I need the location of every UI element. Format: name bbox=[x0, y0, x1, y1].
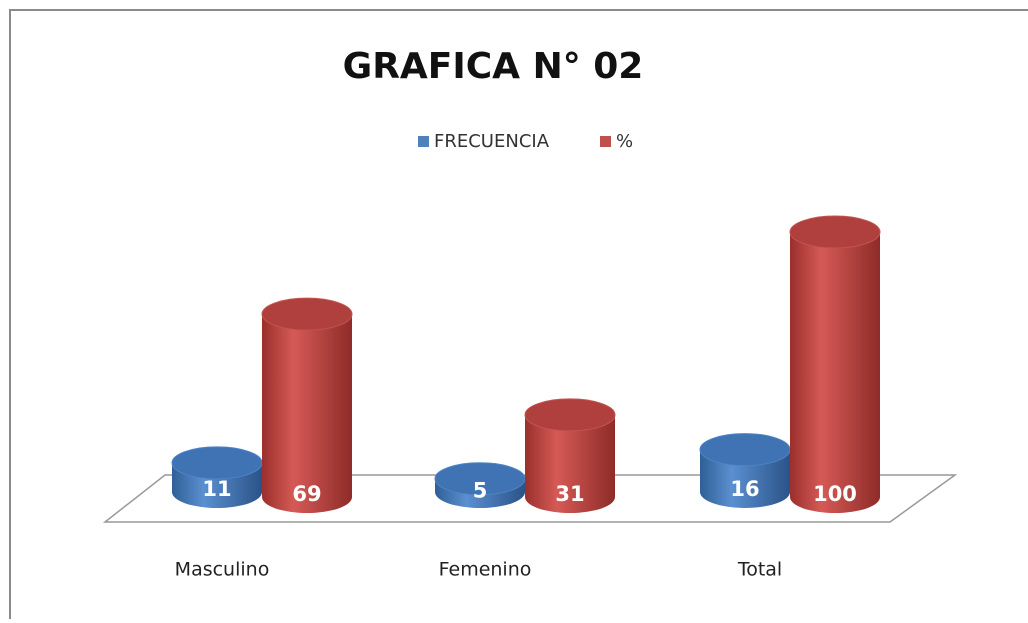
bar-top bbox=[789, 215, 881, 249]
legend-swatch bbox=[600, 136, 611, 147]
bar bbox=[261, 297, 353, 513]
bar-top bbox=[699, 433, 791, 467]
x-tick-label: Femenino bbox=[439, 559, 532, 581]
data-label: 69 bbox=[292, 482, 321, 506]
bar bbox=[524, 398, 616, 513]
bar-body bbox=[700, 449, 790, 508]
bar-body bbox=[262, 314, 352, 513]
chart-title: GRAFICA N° 02 bbox=[343, 46, 644, 87]
bar bbox=[789, 215, 881, 513]
legend-swatch bbox=[418, 136, 429, 147]
data-label: 16 bbox=[730, 477, 759, 501]
x-tick-label: Masculino bbox=[175, 559, 270, 581]
data-label: 11 bbox=[202, 477, 231, 501]
bar-top bbox=[171, 446, 263, 480]
bar-body bbox=[790, 232, 880, 513]
bar bbox=[434, 462, 526, 508]
data-label: 5 bbox=[473, 478, 488, 502]
data-label: 100 bbox=[813, 482, 857, 506]
bar-top bbox=[261, 297, 353, 331]
legend-label: FRECUENCIA bbox=[434, 131, 550, 152]
bar-top bbox=[524, 398, 616, 432]
legend-label: % bbox=[616, 131, 633, 152]
bar bbox=[699, 433, 791, 508]
data-label: 31 bbox=[555, 482, 584, 506]
bar-body bbox=[525, 414, 615, 513]
x-tick-label: Total bbox=[737, 559, 782, 581]
frame bbox=[9, 9, 1028, 623]
bar bbox=[171, 446, 263, 508]
